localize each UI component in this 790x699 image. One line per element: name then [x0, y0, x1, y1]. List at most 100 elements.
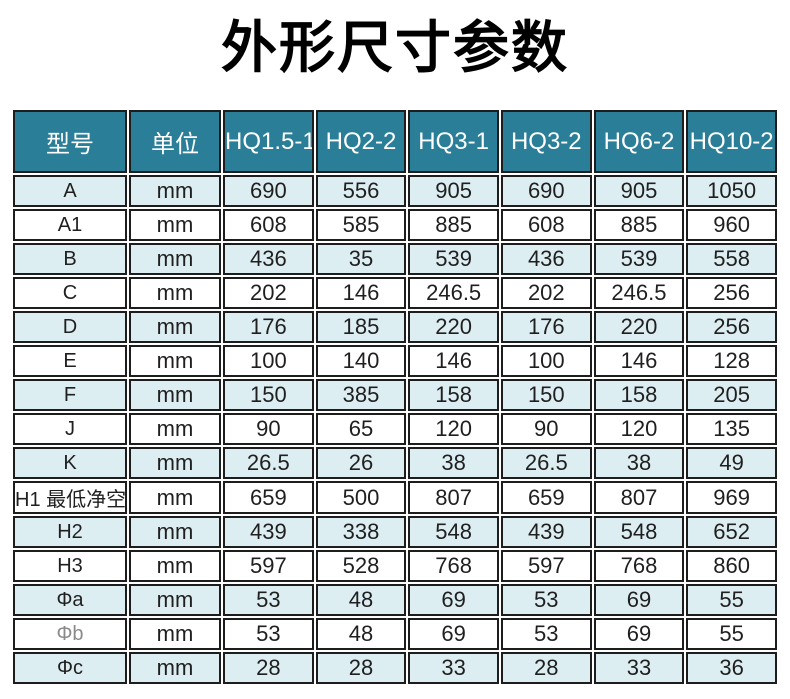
value-cell: 768 — [593, 550, 685, 582]
unit-cell: mm — [129, 379, 221, 411]
header-cell-hq3-2: HQ3-2 — [500, 110, 592, 173]
value-cell: 146 — [593, 345, 685, 377]
unit-cell: mm — [129, 175, 221, 207]
value-cell: 220 — [593, 311, 685, 343]
value-cell: 146 — [408, 345, 499, 377]
value-cell: 500 — [315, 481, 407, 514]
value-cell: 969 — [686, 481, 777, 514]
row-label-cell: B — [13, 243, 127, 275]
value-cell: 246.5 — [408, 277, 499, 309]
unit-cell: mm — [129, 516, 221, 548]
value-cell: 36 — [686, 652, 777, 684]
value-cell: 659 — [223, 481, 314, 514]
value-cell: 38 — [408, 447, 499, 479]
header-cell-unit: 单位 — [129, 110, 221, 173]
row-label-cell: A1 — [13, 209, 127, 241]
value-cell: 150 — [223, 379, 314, 411]
value-cell: 548 — [408, 516, 499, 548]
header-cell-hq3-1: HQ3-1 — [408, 110, 499, 173]
value-cell: 768 — [408, 550, 499, 582]
table-row: H1 最低净空 mm 659 500 807 659 807 969 — [13, 481, 777, 514]
value-cell: 558 — [686, 243, 777, 275]
header-cell-hq2-2: HQ2-2 — [315, 110, 407, 173]
row-label-cell: Φa — [13, 584, 127, 616]
value-cell: 120 — [408, 413, 499, 445]
value-cell: 256 — [686, 277, 777, 309]
value-cell: 55 — [686, 618, 777, 650]
value-cell: 26.5 — [223, 447, 314, 479]
value-cell: 202 — [500, 277, 592, 309]
table-row: Φb mm 53 48 69 53 69 55 — [13, 618, 777, 650]
unit-cell: mm — [129, 209, 221, 241]
table-row: H3 mm 597 528 768 597 768 860 — [13, 550, 777, 582]
value-cell: 585 — [315, 209, 407, 241]
value-cell: 205 — [686, 379, 777, 411]
value-cell: 807 — [593, 481, 685, 514]
value-cell: 597 — [500, 550, 592, 582]
header-cell-model: 型号 — [13, 110, 127, 173]
value-cell: 28 — [223, 652, 314, 684]
table-row: A1 mm 608 585 885 608 885 960 — [13, 209, 777, 241]
value-cell: 28 — [315, 652, 407, 684]
row-label-cell: H1 最低净空 — [13, 481, 127, 514]
value-cell: 436 — [223, 243, 314, 275]
value-cell: 220 — [408, 311, 499, 343]
value-cell: 26 — [315, 447, 407, 479]
value-cell: 100 — [500, 345, 592, 377]
value-cell: 176 — [223, 311, 314, 343]
value-cell: 385 — [315, 379, 407, 411]
value-cell: 539 — [593, 243, 685, 275]
header-cell-hq6-2: HQ6-2 — [593, 110, 685, 173]
value-cell: 1050 — [686, 175, 777, 207]
unit-cell: mm — [129, 618, 221, 650]
value-cell: 69 — [408, 618, 499, 650]
value-cell: 48 — [315, 618, 407, 650]
value-cell: 120 — [593, 413, 685, 445]
unit-cell: mm — [129, 413, 221, 445]
row-label-cell: Φc — [13, 652, 127, 684]
unit-cell: mm — [129, 481, 221, 514]
value-cell: 539 — [408, 243, 499, 275]
value-cell: 55 — [686, 584, 777, 616]
value-cell: 256 — [686, 311, 777, 343]
row-label-cell: A — [13, 175, 127, 207]
header-cell-hq10-2: HQ10-2 — [686, 110, 777, 173]
value-cell: 35 — [315, 243, 407, 275]
value-cell: 807 — [408, 481, 499, 514]
table-row: Φa mm 53 48 69 53 69 55 — [13, 584, 777, 616]
row-label-cell: C — [13, 277, 127, 309]
unit-cell: mm — [129, 447, 221, 479]
value-cell: 135 — [686, 413, 777, 445]
unit-cell: mm — [129, 550, 221, 582]
value-cell: 439 — [223, 516, 314, 548]
value-cell: 860 — [686, 550, 777, 582]
row-label-cell: H3 — [13, 550, 127, 582]
value-cell: 439 — [500, 516, 592, 548]
value-cell: 548 — [593, 516, 685, 548]
value-cell: 905 — [593, 175, 685, 207]
value-cell: 556 — [315, 175, 407, 207]
value-cell: 202 — [223, 277, 314, 309]
value-cell: 53 — [223, 584, 314, 616]
value-cell: 338 — [315, 516, 407, 548]
value-cell: 885 — [408, 209, 499, 241]
header-cell-hq1.5-1: HQ1.5-1 — [223, 110, 314, 173]
value-cell: 176 — [500, 311, 592, 343]
value-cell: 90 — [500, 413, 592, 445]
value-cell: 597 — [223, 550, 314, 582]
value-cell: 652 — [686, 516, 777, 548]
value-cell: 608 — [223, 209, 314, 241]
value-cell: 69 — [593, 618, 685, 650]
table-row: Φc mm 28 28 33 28 33 36 — [13, 652, 777, 684]
value-cell: 49 — [686, 447, 777, 479]
unit-cell: mm — [129, 311, 221, 343]
row-label-cell: J — [13, 413, 127, 445]
row-label-cell: H2 — [13, 516, 127, 548]
value-cell: 140 — [315, 345, 407, 377]
value-cell: 246.5 — [593, 277, 685, 309]
